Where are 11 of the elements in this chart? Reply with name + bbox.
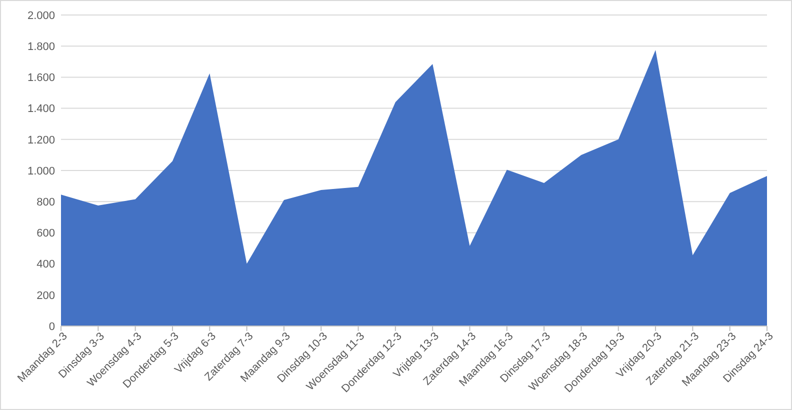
y-tick-label: 1.000 <box>27 165 55 178</box>
y-tick-label: 1.600 <box>27 72 55 84</box>
y-tick-label: 2.000 <box>27 10 55 22</box>
y-tick-label: 600 <box>36 228 55 240</box>
y-tick-label: 1.200 <box>27 134 55 146</box>
y-tick-label: 1.800 <box>27 40 55 53</box>
y-tick-label: 400 <box>36 258 55 271</box>
y-tick-label: 800 <box>36 196 55 208</box>
y-tick-label: 0 <box>48 320 55 333</box>
y-tick-label: 1.400 <box>27 103 55 116</box>
y-tick-label: 200 <box>36 290 55 302</box>
